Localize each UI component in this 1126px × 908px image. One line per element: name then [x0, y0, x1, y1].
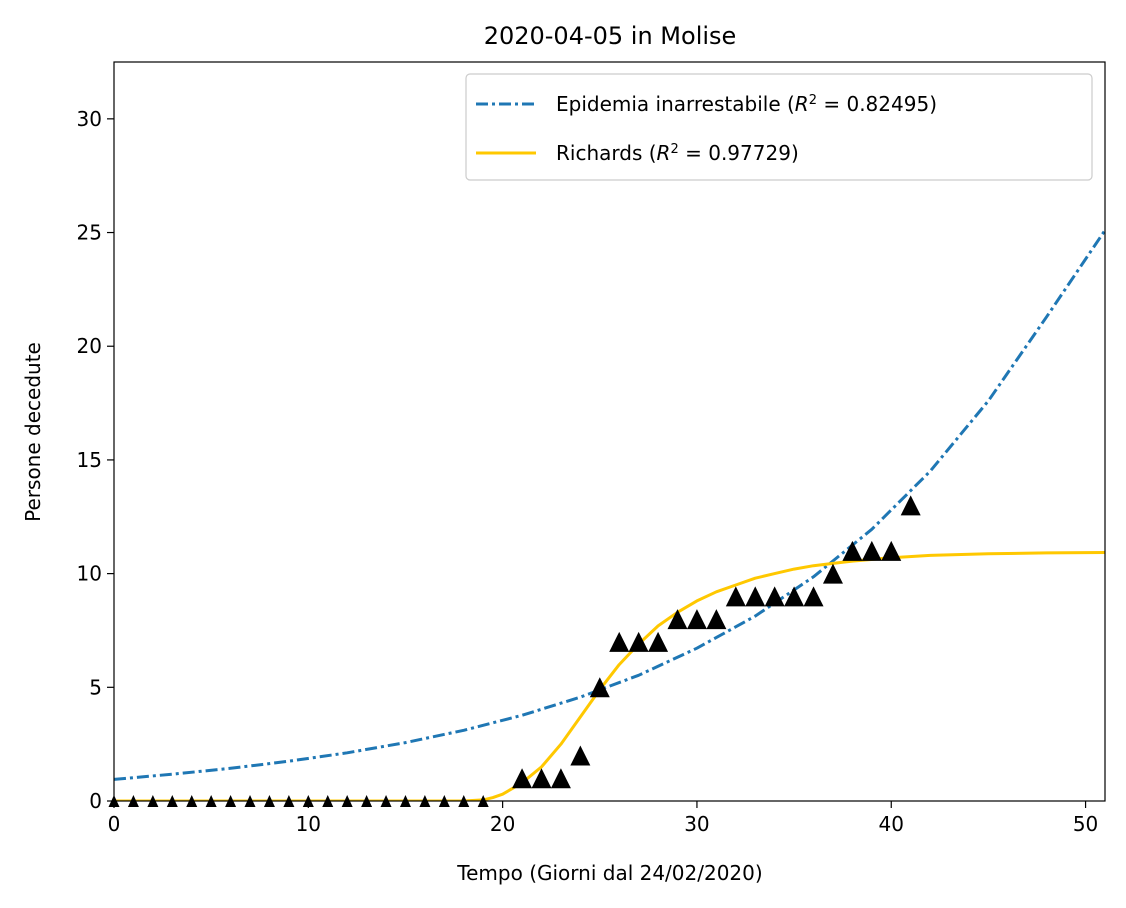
- legend-label-epidemia: Epidemia inarrestabile (R2 = 0.82495): [556, 92, 937, 116]
- y-tick-label: 15: [77, 448, 102, 472]
- y-axis-label: Persone decedute: [21, 342, 45, 522]
- series-line-epidemia-inarrestabile: [114, 229, 1105, 781]
- x-axis-label: Tempo (Giorni dal 24/02/2020): [456, 861, 762, 885]
- observed-point: [764, 586, 785, 607]
- observed-point: [706, 609, 727, 630]
- legend-label-richards: Richards (R2 = 0.97729): [556, 141, 799, 165]
- x-tick-label: 40: [879, 812, 904, 836]
- observed-point: [550, 768, 571, 789]
- legend-box: [465, 73, 1093, 181]
- x-tick-label: 0: [108, 812, 121, 836]
- observed-point: [512, 768, 533, 789]
- observed-point: [784, 586, 805, 607]
- observed-point: [589, 677, 610, 698]
- y-axis: 0 5 10 15 20 25 30: [77, 107, 114, 813]
- plot-frame: [113, 61, 1106, 802]
- observed-point: [570, 745, 591, 766]
- legend-r2-richards: 0.97729: [708, 141, 791, 165]
- chart-title: 2020-04-05 in Molise: [484, 22, 737, 50]
- observed-point: [822, 563, 843, 584]
- observed-point: [842, 540, 863, 561]
- y-tick-label: 0: [89, 789, 102, 813]
- observed-point: [686, 609, 707, 630]
- y-tick-label: 25: [77, 221, 102, 245]
- observed-point: [745, 586, 766, 607]
- observed-point: [900, 495, 921, 516]
- observed-point: [648, 631, 669, 652]
- observed-point: [531, 768, 552, 789]
- legend-name-epidemia: Epidemia inarrestabile: [556, 92, 781, 116]
- observed-point: [861, 540, 882, 561]
- plot-area: [108, 61, 1106, 807]
- y-tick-label: 5: [89, 675, 102, 699]
- observed-point: [628, 631, 649, 652]
- legend: Epidemia inarrestabile (R2 = 0.82495) Ri…: [465, 73, 1093, 181]
- y-tick-label: 10: [77, 562, 102, 586]
- x-tick-label: 20: [490, 812, 515, 836]
- x-tick-label: 10: [296, 812, 321, 836]
- x-tick-label: 30: [684, 812, 709, 836]
- x-axis: 0 10 20 30 40 50: [108, 801, 1098, 836]
- x-tick-label: 50: [1073, 812, 1098, 836]
- y-tick-label: 30: [77, 107, 102, 131]
- observed-point: [725, 586, 746, 607]
- legend-name-richards: Richards: [556, 141, 642, 165]
- legend-r2-epidemia: 0.82495: [846, 92, 929, 116]
- observed-point: [803, 586, 824, 607]
- y-tick-label: 20: [77, 334, 102, 358]
- observed-point: [881, 540, 902, 561]
- observed-point: [609, 631, 630, 652]
- observed-point: [667, 609, 688, 630]
